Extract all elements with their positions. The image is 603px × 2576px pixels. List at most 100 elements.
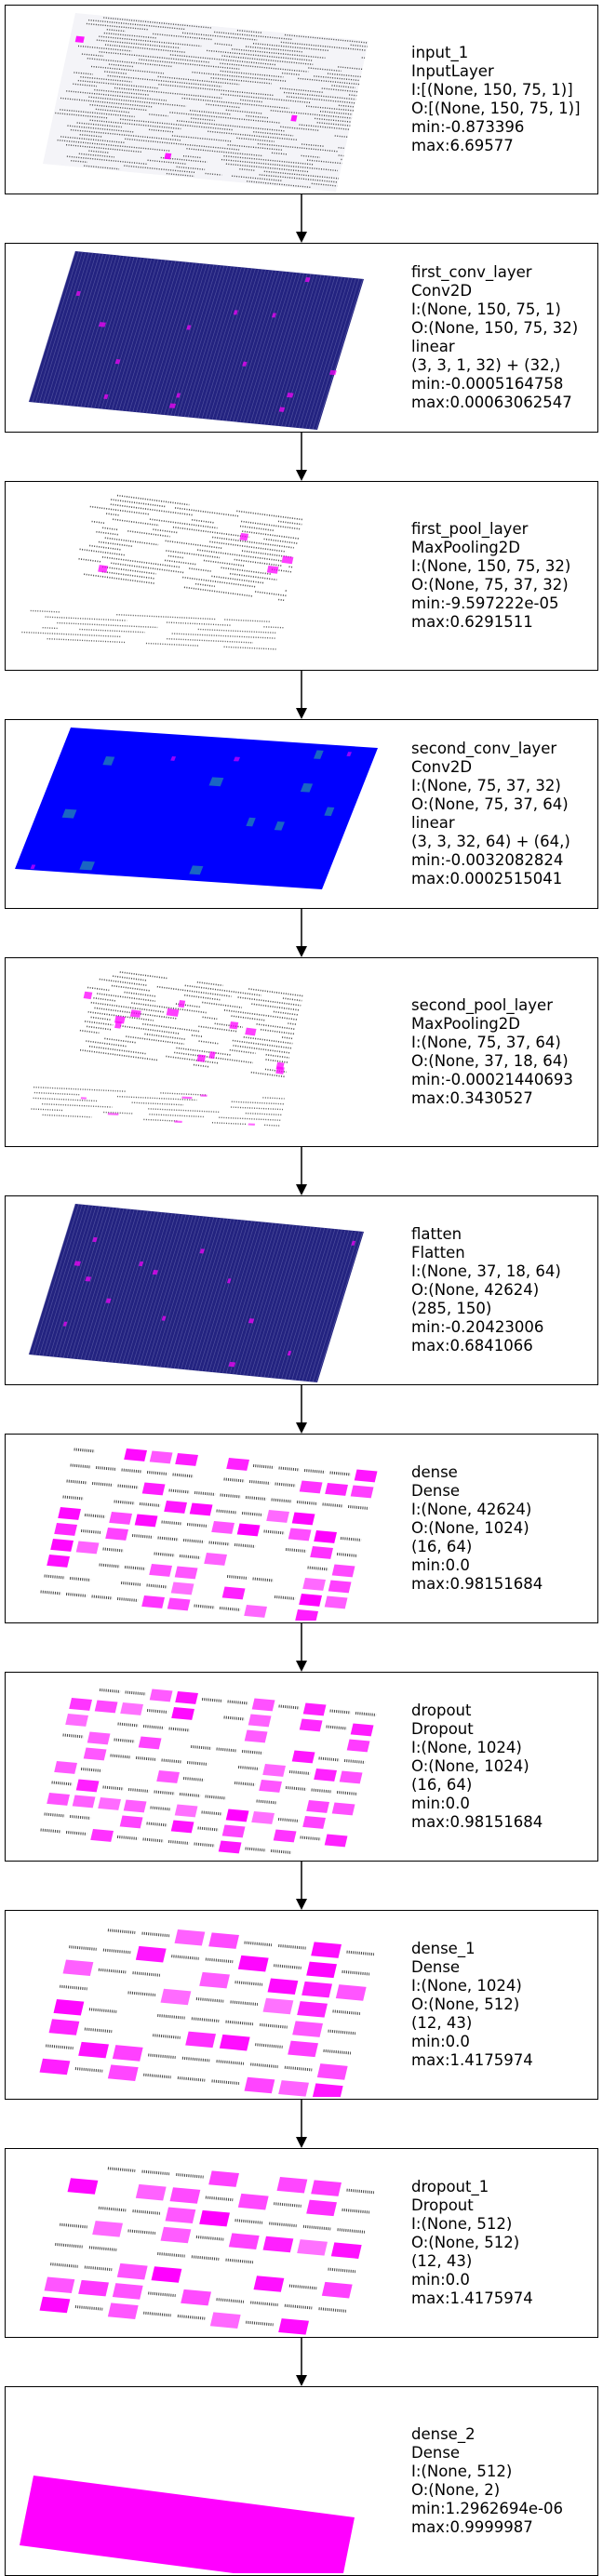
- layer-detail: O:(None, 37, 18, 64): [411, 1052, 597, 1071]
- layer-detail: I:(None, 42624): [411, 1501, 597, 1519]
- layer-detail: min:-0.0032082824: [411, 851, 597, 870]
- layer-name: dense_2: [411, 2425, 597, 2444]
- layer-detail: I:(None, 150, 75, 1): [411, 300, 597, 319]
- layer-detail: I:(None, 1024): [411, 1977, 597, 1995]
- layer-detail: linear: [411, 814, 597, 833]
- layer-detail: min:0.0: [411, 2033, 597, 2051]
- layer-name: dense_1: [411, 1940, 597, 1958]
- layer-name: first_pool_layer: [411, 520, 597, 539]
- layer-detail: max:0.9999987: [411, 2518, 597, 2537]
- layer-detail: Conv2D: [411, 282, 597, 300]
- activation-visualization: [6, 1435, 406, 1621]
- connector-arrow: [296, 1623, 307, 1672]
- layer-name: second_conv_layer: [411, 740, 597, 758]
- layer-detail: min:-0.00021440693: [411, 1071, 597, 1089]
- layer-name: first_conv_layer: [411, 263, 597, 282]
- layer-detail: I:(None, 1024): [411, 1739, 597, 1757]
- layer-detail: (12, 43): [411, 2252, 597, 2271]
- layer-detail: Dense: [411, 2444, 597, 2463]
- layer-detail: MaxPooling2D: [411, 1015, 597, 1034]
- activation-visualization: [6, 958, 406, 1144]
- layer-detail: I:(None, 37, 18, 64): [411, 1262, 597, 1281]
- layer-detail: (16, 64): [411, 1538, 597, 1556]
- connector-arrow: [296, 433, 307, 481]
- activation-visualization: [6, 720, 406, 906]
- layer-name: dropout_1: [411, 2178, 597, 2196]
- layer-detail: O:(None, 1024): [411, 1519, 597, 1538]
- layer-detail: O:(None, 42624): [411, 1281, 597, 1300]
- layer-detail: min:-0.873396: [411, 118, 597, 137]
- layer-detail: I:(None, 75, 37, 32): [411, 777, 597, 795]
- activation-visualization: [6, 1911, 406, 2097]
- connector-arrow: [296, 1862, 307, 1910]
- layer-detail: O:(None, 512): [411, 1995, 597, 2014]
- layer-detail: max:0.6841066: [411, 1337, 597, 1355]
- layer-detail: (285, 150): [411, 1300, 597, 1318]
- connector-arrow: [296, 1385, 307, 1434]
- layer-detail: min:-0.0005164758: [411, 375, 597, 394]
- layer-detail: (16, 64): [411, 1776, 597, 1795]
- connector-arrow: [296, 2338, 307, 2386]
- layer-name: dense: [411, 1463, 597, 1482]
- connector-arrow: [296, 2100, 307, 2148]
- layer-detail: O:(None, 75, 37, 64): [411, 795, 597, 814]
- layer-detail: min:-0.20423006: [411, 1318, 597, 1337]
- layer-detail: I:(None, 150, 75, 32): [411, 557, 597, 576]
- layer-detail: max:1.4175974: [411, 2051, 597, 2070]
- layer-detail: Flatten: [411, 1244, 597, 1262]
- layer-detail: max:1.4175974: [411, 2289, 597, 2308]
- layer-detail: max:0.0002515041: [411, 870, 597, 888]
- connector-arrow: [296, 909, 307, 957]
- layer-name: dropout: [411, 1702, 597, 1720]
- layer-name: second_pool_layer: [411, 996, 597, 1015]
- layer-detail: O:(None, 75, 37, 32): [411, 576, 597, 594]
- layer-detail: Dense: [411, 1958, 597, 1977]
- layer-detail: max:0.98151684: [411, 1813, 597, 1832]
- layer-detail: O:[(None, 150, 75, 1)]: [411, 100, 597, 118]
- layer-detail: min:0.0: [411, 1795, 597, 1813]
- layer-detail: linear: [411, 338, 597, 356]
- layer-detail: min:0.0: [411, 2271, 597, 2289]
- layer-detail: Dropout: [411, 2196, 597, 2215]
- layer-detail: max:0.6291511: [411, 613, 597, 632]
- activation-visualization: [6, 2387, 406, 2573]
- layer-name: input_1: [411, 44, 597, 62]
- layer-detail: (3, 3, 32, 64) + (64,): [411, 833, 597, 851]
- layer-detail: min:1.2962694e-06: [411, 2500, 597, 2518]
- layer-detail: (3, 3, 1, 32) + (32,): [411, 356, 597, 375]
- layer-detail: min:0.0: [411, 1556, 597, 1575]
- layer-detail: O:(None, 1024): [411, 1757, 597, 1776]
- layer-detail: (12, 43): [411, 2014, 597, 2033]
- layer-detail: O:(None, 150, 75, 32): [411, 319, 597, 338]
- layer-detail: max:0.98151684: [411, 1575, 597, 1594]
- layer-detail: Dropout: [411, 1720, 597, 1739]
- layer-detail: Dense: [411, 1482, 597, 1501]
- layer-detail: I:(None, 512): [411, 2215, 597, 2234]
- layer-detail: MaxPooling2D: [411, 539, 597, 557]
- layer-detail: O:(None, 512): [411, 2234, 597, 2252]
- activation-visualization: [6, 2149, 406, 2335]
- connector-arrow: [296, 1147, 307, 1195]
- layer-detail: I:(None, 512): [411, 2463, 597, 2481]
- connector-arrow: [296, 194, 307, 243]
